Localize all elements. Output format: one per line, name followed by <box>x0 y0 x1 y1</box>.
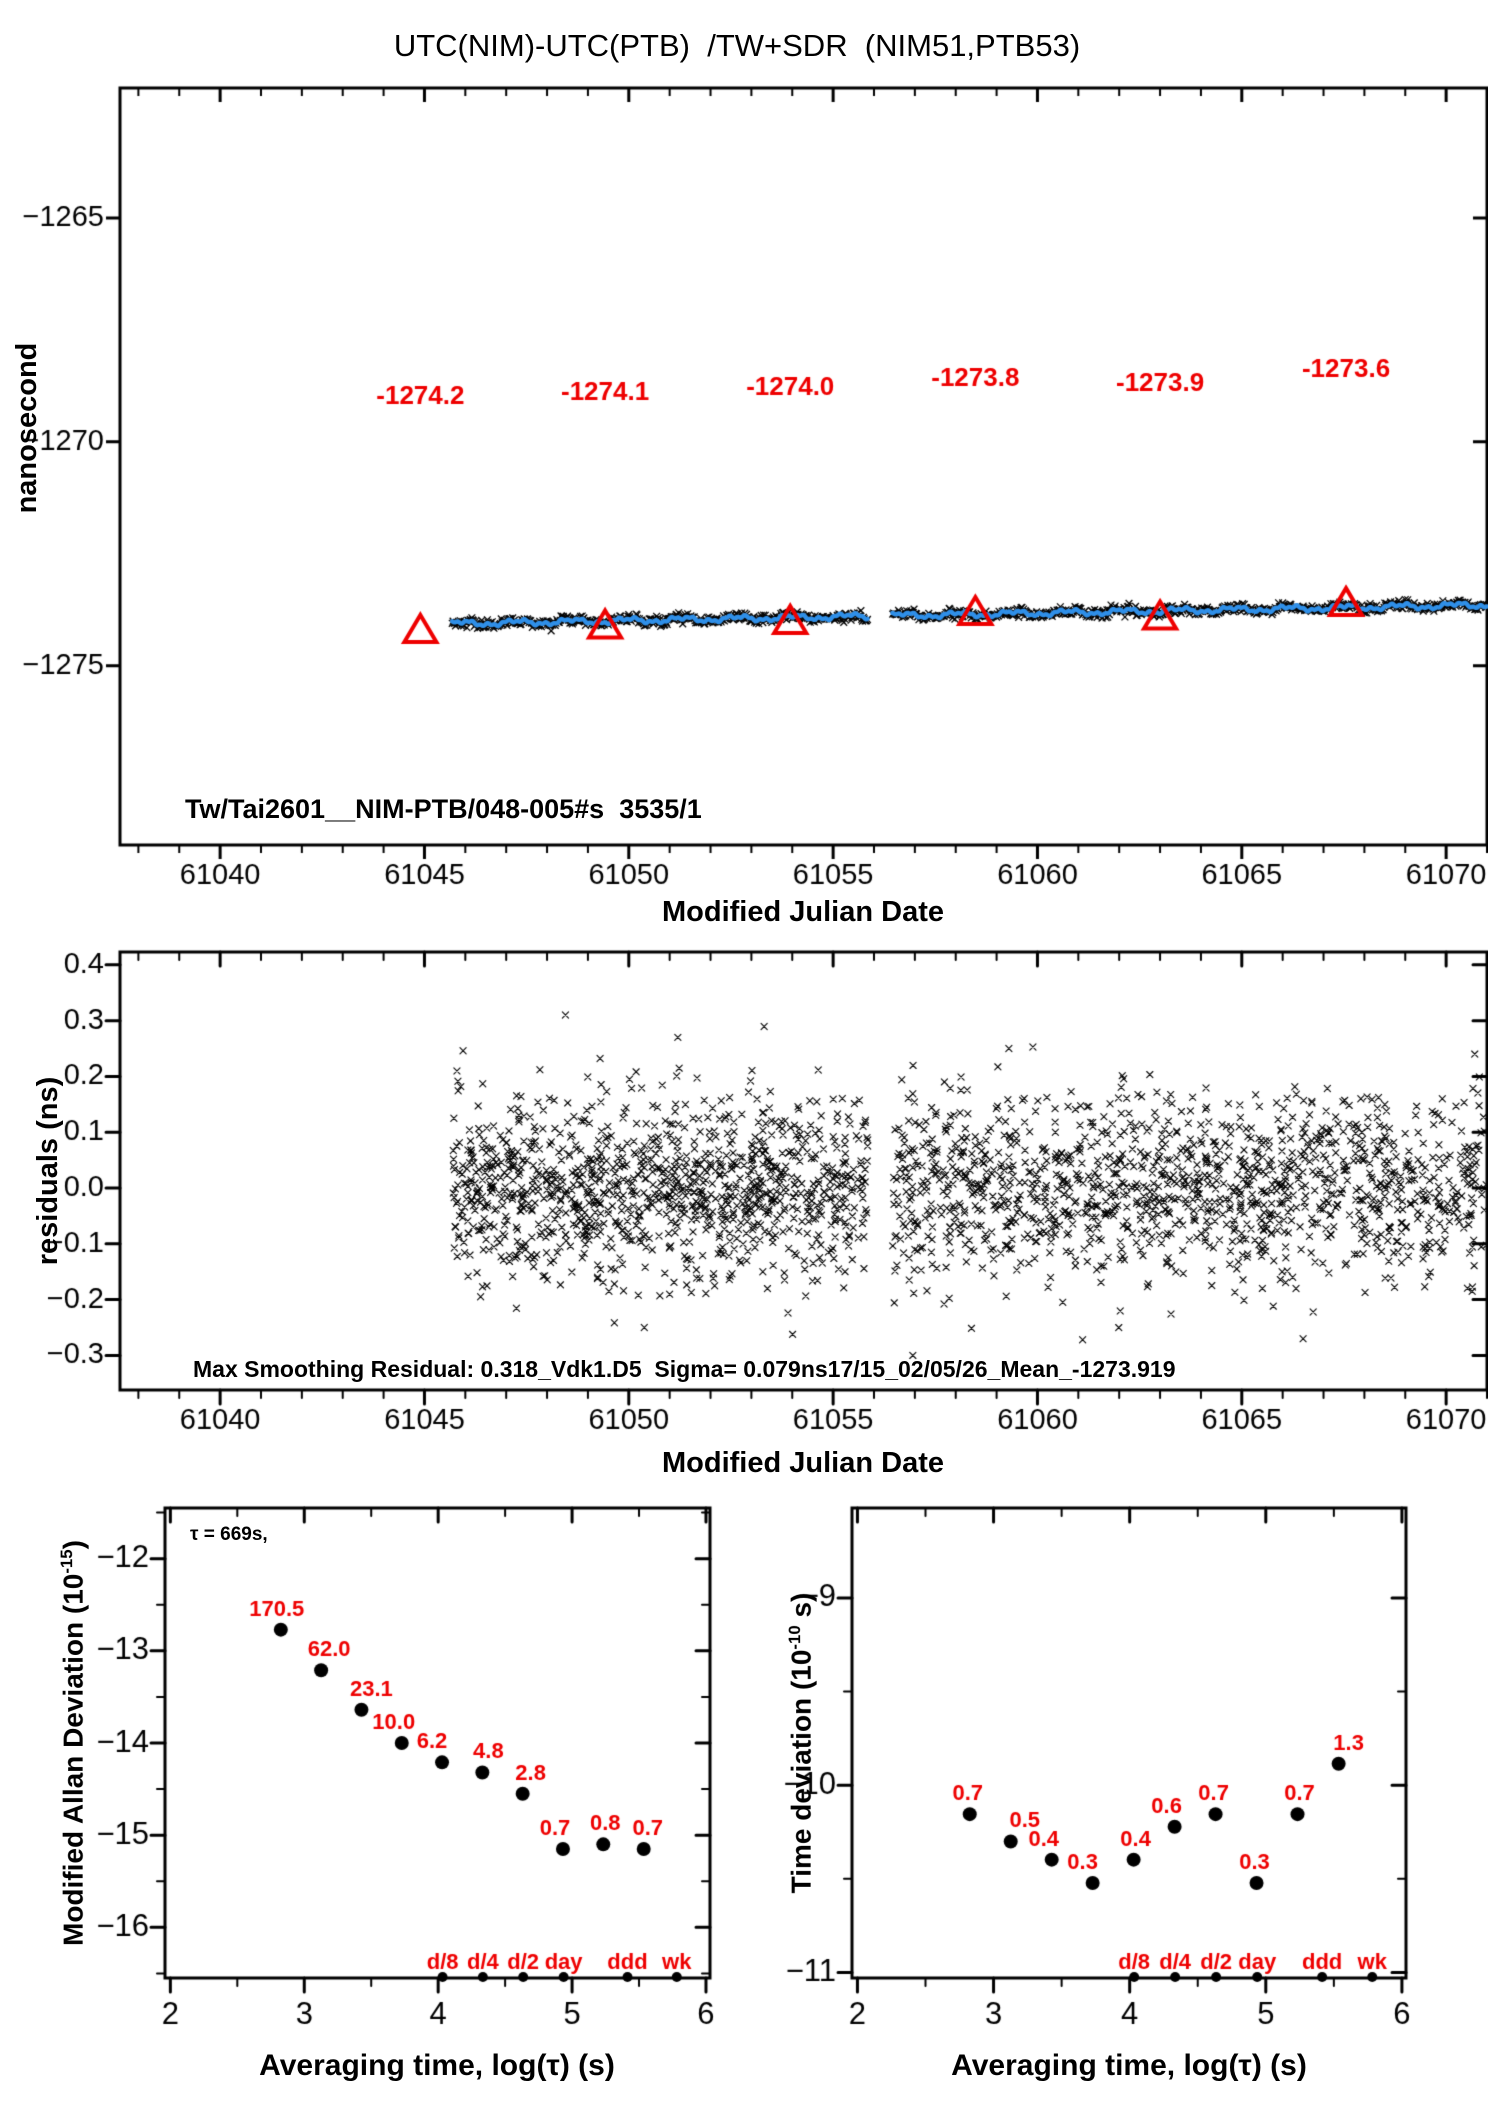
tau-annotation: τ = 669s, <box>190 1524 268 1545</box>
top-x-axis-title: Modified Julian Date <box>662 896 944 928</box>
tdev-y-axis-title-exponent: -10 <box>785 1625 805 1650</box>
top-y-axis-title: nanosecond <box>10 342 43 514</box>
mdev-y-axis-title-exponent: -15 <box>57 1549 77 1574</box>
mdev-y-axis-title-close: ) <box>57 1540 89 1550</box>
residuals-annotation: Max Smoothing Residual: 0.318_Vdk1.D5 Si… <box>193 1356 1176 1382</box>
tdev-y-axis-title-text: Time deviation (10 <box>785 1649 817 1894</box>
tdev-x-axis-title: Averaging time, log(τ) (s) <box>951 2049 1307 2082</box>
tdev-y-axis-title-close: s) <box>785 1592 817 1626</box>
mdev-y-axis-title-text: Modified Allan Deviation (10 <box>57 1573 89 1946</box>
mdev-y-axis-title: Modified Allan Deviation (10-15) <box>57 1540 89 1946</box>
chart-title: UTC(NIM)-UTC(PTB) /TW+SDR (NIM51,PTB53) <box>393 28 1081 63</box>
mdev-x-axis-title: Averaging time, log(τ) (s) <box>259 2049 615 2082</box>
residuals-y-axis-title: residuals (ns) <box>31 1076 64 1266</box>
top-panel-annotation: Tw/Tai2601__NIM-PTB/048-005#s 3535/1 <box>185 794 702 824</box>
tdev-y-axis-title: Time deviation (10-10 s) <box>785 1592 817 1894</box>
residuals-x-axis-title: Modified Julian Date <box>662 1447 944 1479</box>
